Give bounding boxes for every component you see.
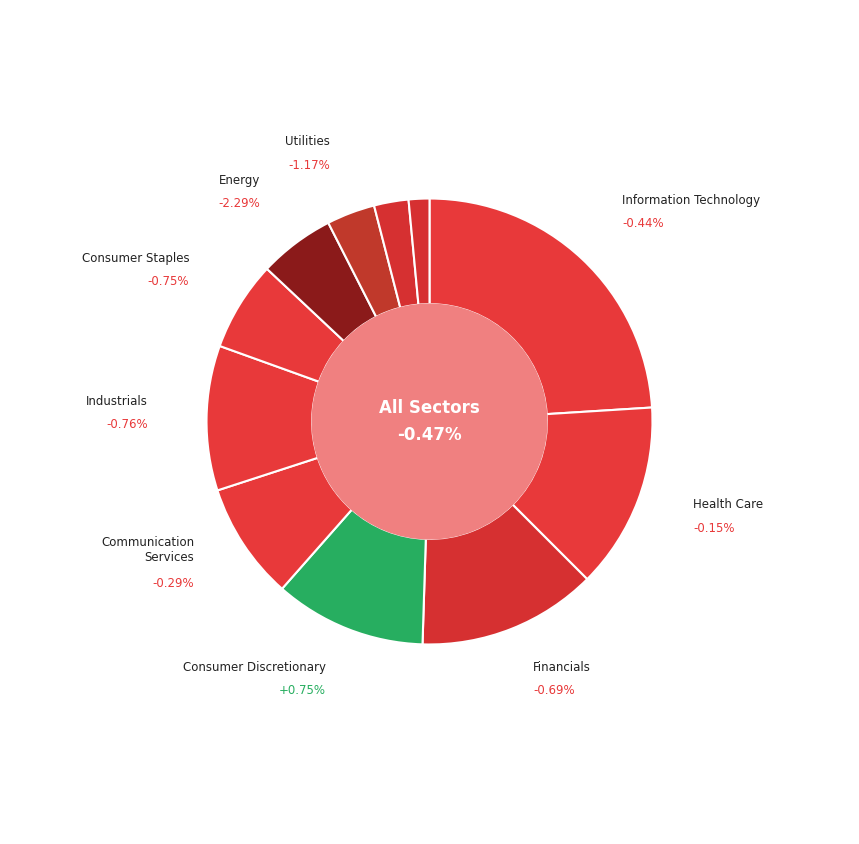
Text: All Sectors: All Sectors: [379, 398, 480, 416]
Wedge shape: [328, 206, 400, 317]
Circle shape: [312, 305, 547, 539]
Text: -0.76%: -0.76%: [107, 418, 148, 430]
Text: -1.17%: -1.17%: [288, 159, 330, 172]
Wedge shape: [430, 199, 652, 414]
Text: Energy: Energy: [219, 174, 260, 187]
Wedge shape: [423, 505, 588, 645]
Text: Consumer Discretionary: Consumer Discretionary: [183, 660, 326, 673]
Text: -0.75%: -0.75%: [148, 275, 189, 288]
Wedge shape: [513, 408, 653, 580]
Wedge shape: [374, 200, 418, 308]
Text: -0.47%: -0.47%: [397, 426, 462, 444]
Text: Consumer Staples: Consumer Staples: [82, 252, 189, 264]
Text: -0.44%: -0.44%: [622, 217, 664, 230]
Text: Health Care: Health Care: [693, 498, 763, 511]
Wedge shape: [206, 347, 319, 491]
Text: Financials: Financials: [533, 660, 591, 673]
Text: Utilities: Utilities: [285, 135, 330, 149]
Text: -0.15%: -0.15%: [693, 522, 734, 534]
Text: -0.69%: -0.69%: [533, 684, 575, 696]
Text: Information Technology: Information Technology: [622, 193, 760, 207]
Text: -2.29%: -2.29%: [219, 197, 260, 210]
Wedge shape: [282, 510, 426, 645]
Text: -0.29%: -0.29%: [152, 576, 194, 589]
Text: +0.75%: +0.75%: [279, 684, 326, 696]
Text: Communication
Services: Communication Services: [101, 536, 194, 564]
Wedge shape: [217, 458, 352, 589]
Wedge shape: [220, 269, 344, 382]
Wedge shape: [409, 199, 430, 306]
Text: Industrials: Industrials: [86, 394, 148, 407]
Wedge shape: [267, 224, 376, 342]
